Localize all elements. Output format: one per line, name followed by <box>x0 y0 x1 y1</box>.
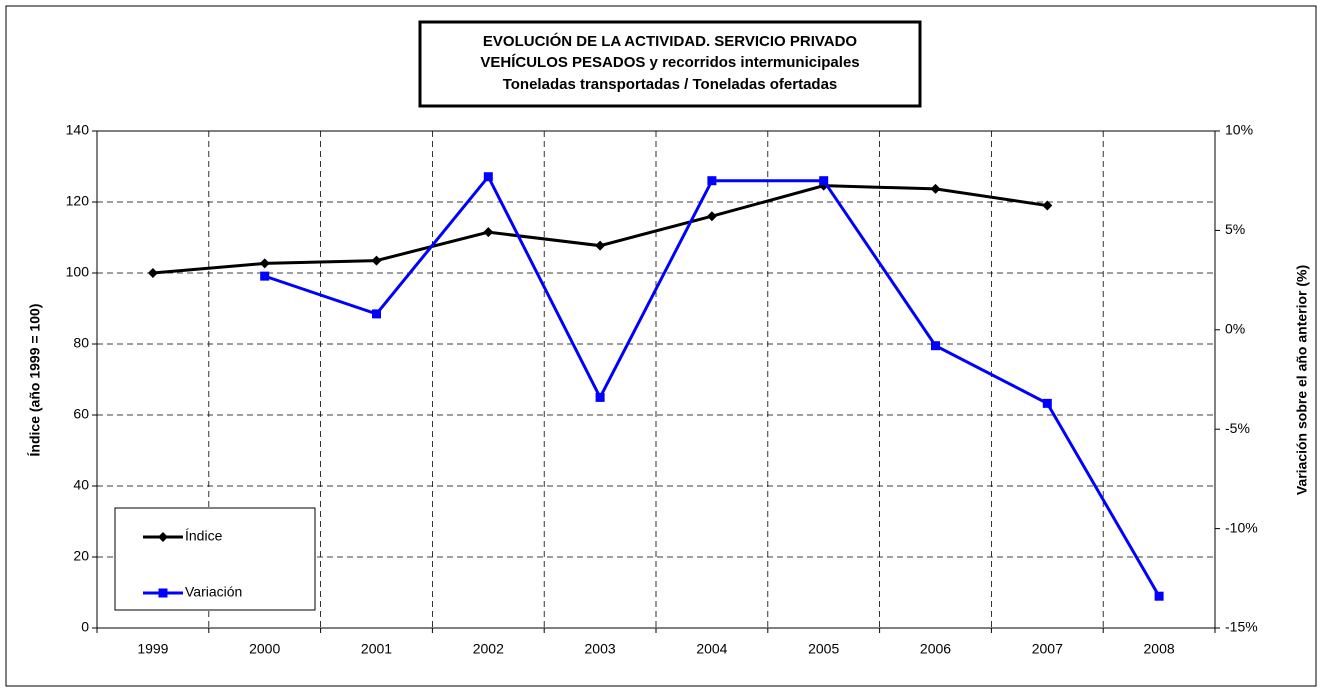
title-box <box>418 20 922 108</box>
marker <box>707 176 717 186</box>
marker <box>706 211 717 222</box>
x-tick-label: 2000 <box>249 641 280 657</box>
y-tick-label: 120 <box>66 193 90 209</box>
marker <box>819 176 829 186</box>
marker <box>483 172 493 182</box>
y-tick-label: 20 <box>73 548 89 564</box>
marker <box>483 227 494 238</box>
marker <box>372 309 381 319</box>
marker <box>259 258 270 269</box>
marker <box>158 532 168 542</box>
y2-tick-label: -15% <box>1225 619 1258 635</box>
marker <box>147 268 158 278</box>
marker <box>260 271 270 281</box>
marker <box>158 588 168 598</box>
y2-tick-label: -5% <box>1225 420 1250 436</box>
x-tick-label: 2008 <box>1144 641 1175 657</box>
chart-title: EVOLUCIÓN DE LA ACTIVIDAD. SERVICIO PRIV… <box>483 32 858 50</box>
x-tick-label: 2002 <box>473 641 504 657</box>
plot-border <box>96 130 1216 629</box>
marker <box>371 255 382 266</box>
y-tick-label: 100 <box>66 264 90 280</box>
x-tick-label: 2004 <box>696 641 727 657</box>
x-tick-label: 2005 <box>808 641 839 657</box>
marker <box>930 183 941 194</box>
x-tick-label: 1999 <box>137 641 168 657</box>
y2-tick-label: -10% <box>1225 519 1258 535</box>
y2-tick-label: 5% <box>1225 221 1245 237</box>
legend-label: Índice <box>185 528 223 544</box>
marker <box>595 240 606 251</box>
marker <box>1042 200 1053 211</box>
x-tick-label: 2003 <box>585 641 616 657</box>
chart-title: Toneladas transportadas / Toneladas ofer… <box>503 76 838 93</box>
y2-tick-label: 10% <box>1225 122 1253 138</box>
x-tick-label: 2006 <box>920 641 951 657</box>
legend-label: Variación <box>185 584 242 600</box>
y2-tick-label: 0% <box>1225 321 1245 337</box>
y-tick-label: 40 <box>73 477 89 493</box>
y-tick-label: 0 <box>81 619 89 635</box>
marker <box>931 341 940 351</box>
marker <box>1042 398 1052 408</box>
y-axis-title: Índice (año 1999 = 100) <box>27 304 43 457</box>
marker <box>1154 591 1164 601</box>
y2-axis-title: Variación sobre el año anterior (%) <box>1294 265 1310 495</box>
marker <box>595 392 605 402</box>
y-tick-label: 60 <box>73 406 89 422</box>
x-tick-label: 2001 <box>361 641 392 657</box>
x-tick-label: 2007 <box>1032 641 1063 657</box>
y-tick-label: 140 <box>66 122 90 138</box>
chart-title: VEHÍCULOS PESADOS y recorridos intermuni… <box>480 54 859 71</box>
y-tick-label: 80 <box>73 335 89 351</box>
